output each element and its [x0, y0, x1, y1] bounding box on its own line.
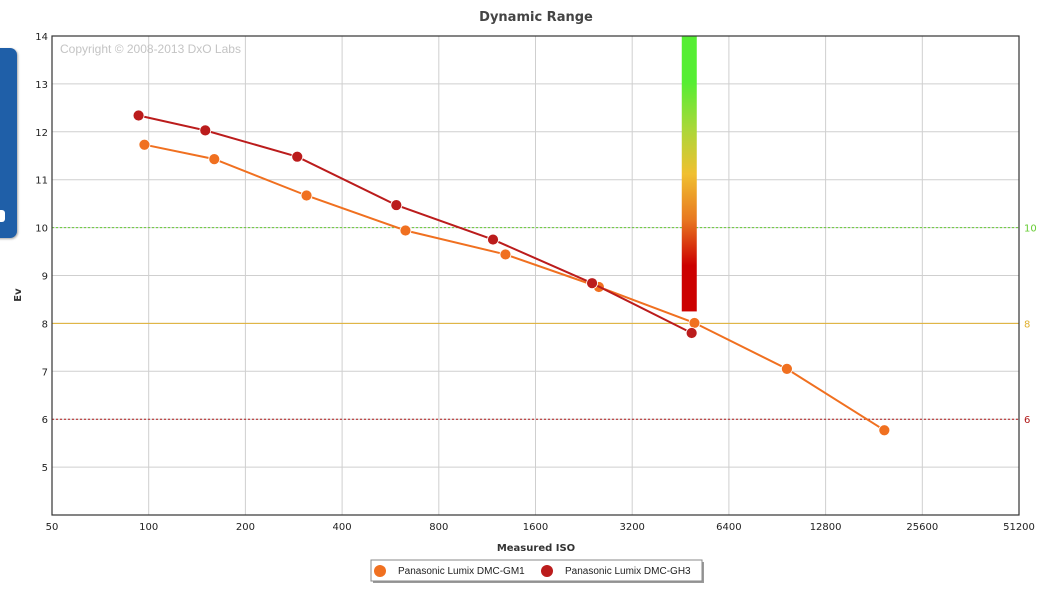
- y-tick-label: 9: [42, 272, 48, 283]
- legend-marker: [541, 565, 553, 577]
- y-axis-title: Ev: [13, 288, 24, 302]
- y-tick-label: 10: [35, 224, 48, 235]
- data-point: [132, 109, 145, 122]
- x-tick-label: 51200: [1003, 522, 1035, 533]
- data-point: [878, 424, 891, 437]
- x-axis-ticks: 50 100 200 400 800 1600 3200 6400 12800 25600 5120…: [46, 522, 1035, 533]
- x-tick-label: 400: [333, 522, 352, 533]
- reference-lines: 10 8 6: [52, 224, 1037, 426]
- x-tick-label: 25600: [906, 522, 938, 533]
- x-tick-label: 3200: [619, 522, 644, 533]
- plot-frame: [51, 35, 1020, 516]
- x-tick-label: 6400: [716, 522, 741, 533]
- copyright-watermark: Copyright © 2008-2013 DxO Labs: [60, 42, 241, 56]
- x-tick-label: 12800: [810, 522, 842, 533]
- y-tick-label: 11: [35, 176, 48, 187]
- data-point: [499, 248, 512, 261]
- reference-line-label: 6: [1024, 415, 1030, 426]
- x-axis-title: Measured ISO: [497, 543, 575, 554]
- series: [138, 138, 891, 437]
- side-panel-tab[interactable]: [0, 48, 17, 238]
- quality-scale: [681, 36, 697, 312]
- x-tick-label: 800: [429, 522, 448, 533]
- legend-label: Panasonic Lumix DMC-GH3: [565, 566, 691, 577]
- quality-gradient-bar: [681, 36, 697, 312]
- data-point: [487, 233, 499, 246]
- legend: Panasonic Lumix DMC-GM1 Panasonic Lumix D…: [370, 559, 704, 583]
- y-tick-label: 8: [42, 319, 48, 330]
- data-point: [199, 124, 212, 137]
- series-line: [138, 114, 693, 334]
- data-point: [390, 199, 403, 211]
- x-tick-label: 1600: [523, 522, 548, 533]
- chart-title: Dynamic Range: [479, 10, 593, 25]
- data-point: [208, 153, 221, 166]
- data-point: [138, 138, 151, 151]
- x-tick-label: 50: [46, 522, 59, 533]
- y-axis-ticks: 5 6 7 8 9 10 11 12 13 14: [35, 32, 48, 474]
- y-tick-label: 13: [35, 80, 48, 91]
- y-tick-label: 5: [42, 463, 48, 474]
- legend-box: [370, 559, 703, 582]
- series-line: [144, 143, 885, 432]
- data-point: [685, 327, 698, 339]
- legend-label: Panasonic Lumix DMC-GM1: [398, 566, 525, 577]
- grid-lines: [51, 35, 1020, 515]
- y-tick-label: 6: [42, 415, 48, 426]
- data-point: [781, 363, 793, 375]
- data-series: [132, 109, 891, 437]
- y-tick-label: 12: [35, 128, 48, 139]
- side-tab-notch: [0, 210, 5, 222]
- data-point: [300, 189, 313, 202]
- y-tick-label: 14: [35, 32, 48, 43]
- reference-line-label: 8: [1024, 319, 1030, 330]
- y-tick-label: 7: [42, 367, 48, 378]
- data-point: [688, 317, 701, 329]
- series: [132, 109, 698, 339]
- x-tick-label: 200: [236, 522, 255, 533]
- x-tick-label: 100: [139, 522, 158, 533]
- data-point: [586, 277, 598, 290]
- legend-marker: [374, 565, 386, 577]
- data-point: [291, 150, 304, 163]
- data-point: [399, 224, 412, 237]
- reference-line-label: 10: [1024, 224, 1037, 235]
